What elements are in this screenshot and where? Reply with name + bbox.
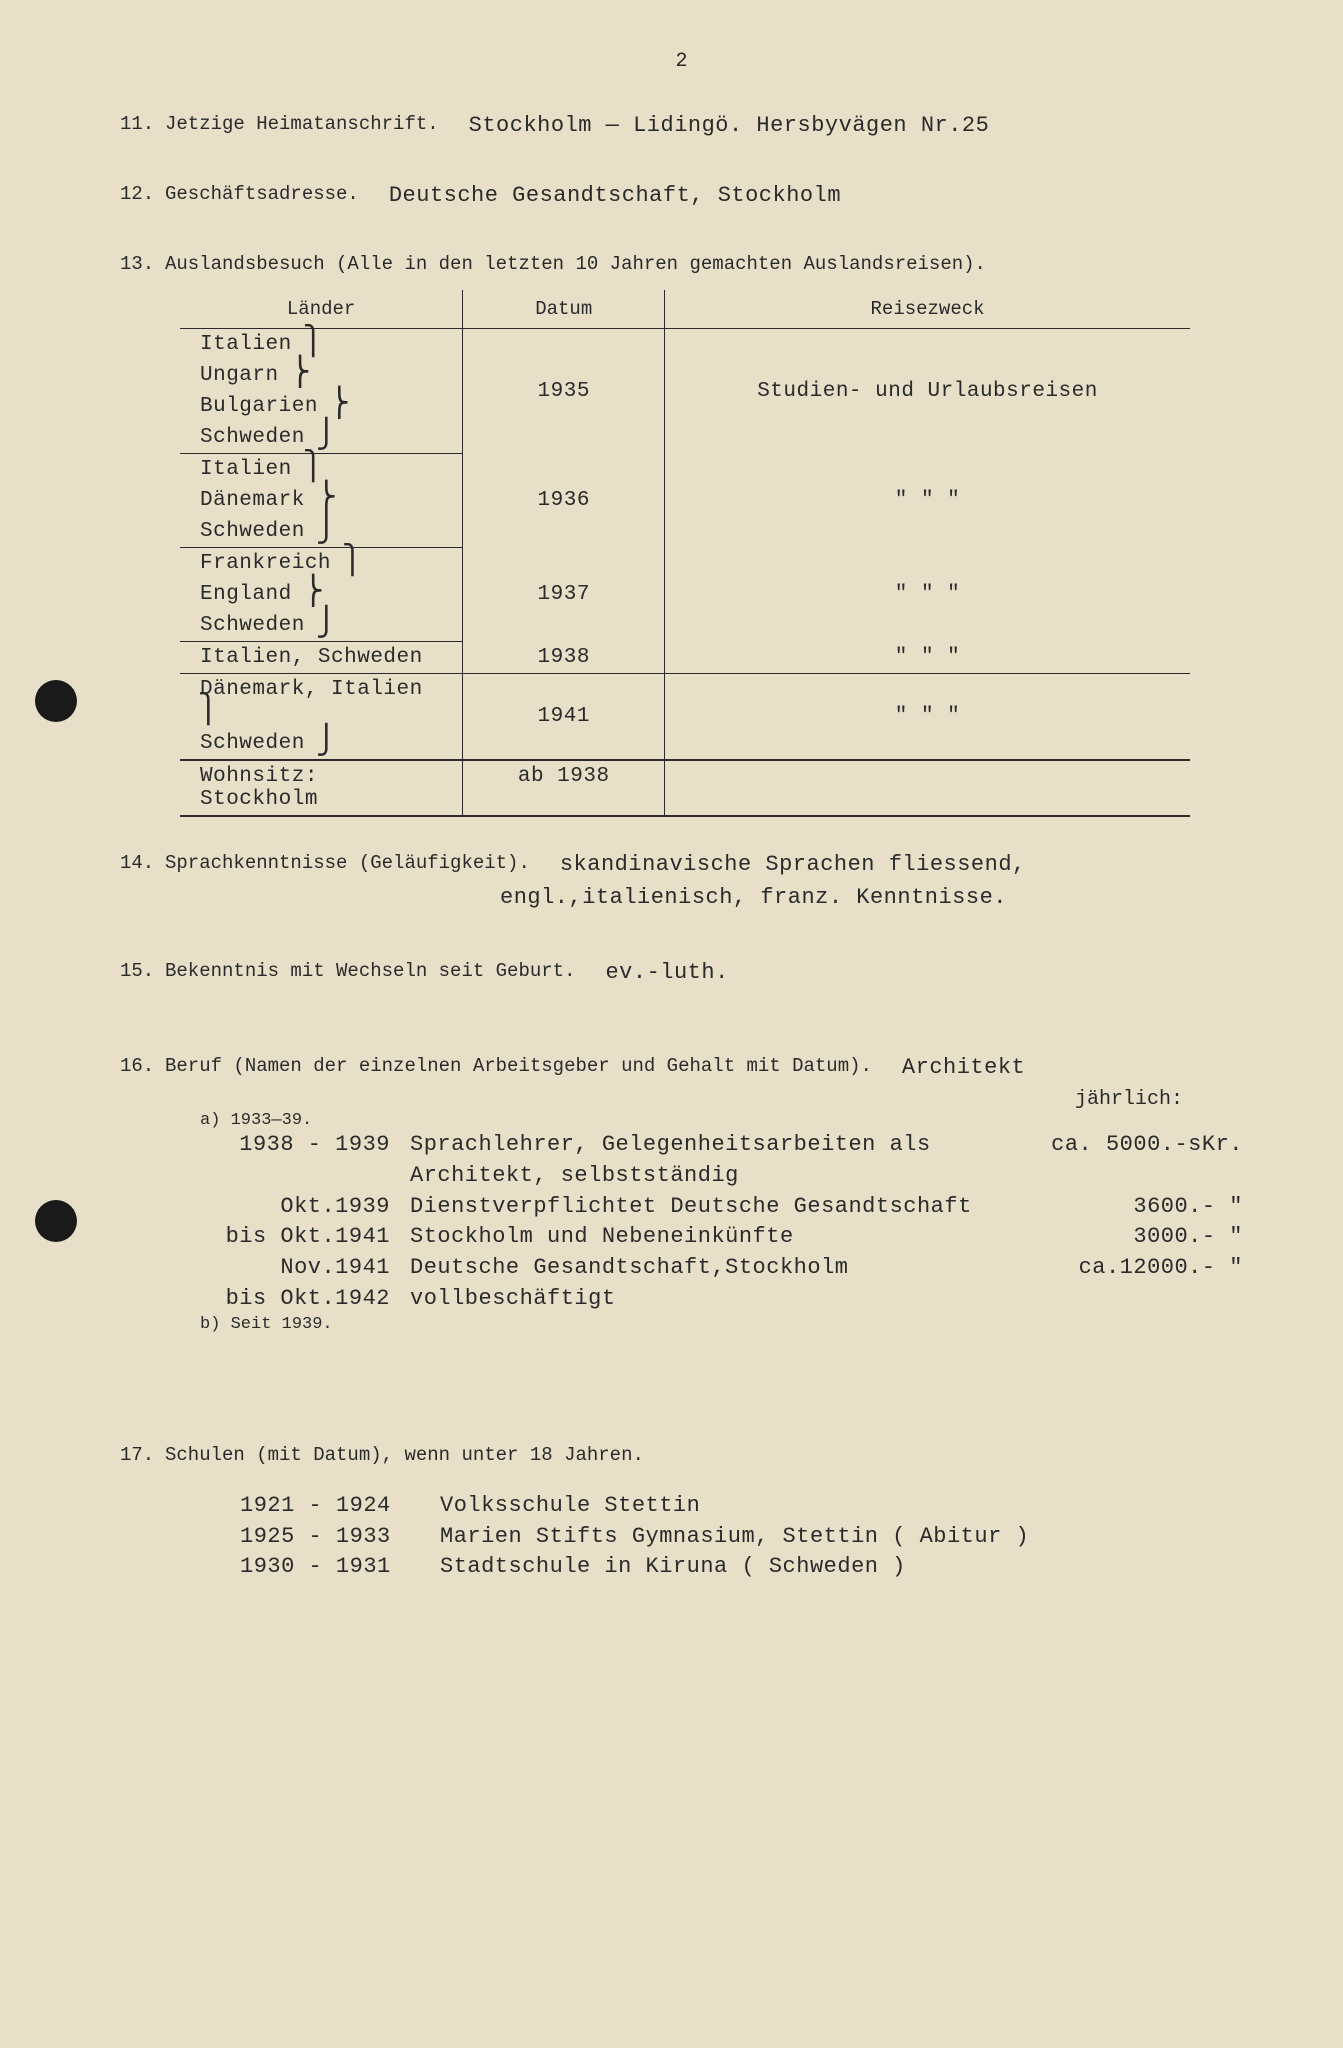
cell-land: England ⎬ [180,579,463,610]
th-purpose: Reisezweck [665,290,1190,329]
cell-purpose: " " " [665,642,1190,674]
cell-purpose [665,760,1190,816]
field-17: 17. Schulen (mit Datum), wenn unter 18 J… [120,1444,1243,1583]
emp-amount: ca. 5000.-sKr. [1043,1130,1243,1192]
emp-amount: 3600.- "3000.- " [1043,1192,1243,1254]
school-years: 1930 - 1931 [240,1552,440,1583]
emp-date: Nov.1941bis Okt.1942 [180,1253,410,1315]
employment-row: Okt.1939bis Okt.1941Dienstverpflichtet D… [180,1192,1243,1254]
sub-b: b) Seit 1939. [200,1315,1243,1334]
cell-purpose: " " " [665,674,1190,761]
emp-desc: Dienstverpflichtet Deutsche Gesandtschaf… [410,1192,1043,1254]
school-name: Stadtschule in Kiruna ( Schweden ) [440,1552,906,1583]
emp-amount: ca.12000.- " [1043,1253,1243,1315]
cell-land: Italien ⎫ [180,454,463,486]
cell-land: Schweden ⎭ [180,610,463,642]
field-number: 16. [120,1055,165,1080]
field-label: Bekenntnis mit Wechseln seit Geburt. [165,960,575,985]
school-years: 1921 - 1924 [240,1491,440,1522]
table-row-footer: Wohnsitz: Stockholmab 1938 [180,760,1190,816]
field-value: skandinavische Sprachen fliessend, [560,852,1026,877]
cell-land: Dänemark, Italien ⎫ [180,674,463,729]
field-number: 14. [120,852,165,877]
cell-land: Italien ⎫ [180,329,463,361]
field-label: Auslandsbesuch (Alle in den letzten 10 J… [165,253,986,275]
field-number: 15. [120,960,165,985]
field-number: 17. [120,1444,165,1466]
th-date: Datum [463,290,665,329]
cell-date: 1936 [463,454,665,548]
cell-date: 1937 [463,548,665,642]
field-value: ev.-luth. [605,960,728,985]
field-label: Geschäftsadresse. [165,183,359,208]
cell-date: 1935 [463,329,665,454]
cell-land: Schweden ⎭ [180,728,463,760]
cell-land: Italien, Schweden [180,642,463,674]
cell-purpose: " " " [665,548,1190,642]
school-name: Volksschule Stettin [440,1491,700,1522]
cell-land: Ungarn ⎬ [180,360,463,391]
cell-land: Frankreich ⎫ [180,548,463,580]
field-value: Deutsche Gesandtschaft, Stockholm [389,183,841,208]
cell-land: Schweden ⎭ [180,422,463,454]
field-16: 16. Beruf (Namen der einzelnen Arbeitsge… [120,1055,1243,1334]
field-value: Architekt [902,1055,1025,1080]
field-value-line2: engl.,italienisch, franz. Kenntnisse. [500,885,1007,910]
table-row: Dänemark, Italien ⎫1941" " " [180,674,1190,729]
employment-row: 1938 - 1939Sprachlehrer, Gelegenheitsarb… [180,1130,1243,1192]
table-row: Italien ⎫1935Studien- und Urlaubsreisen [180,329,1190,361]
school-row: 1930 - 1931Stadtschule in Kiruna ( Schwe… [240,1552,1243,1583]
field-number: 13. [120,253,165,275]
document-page: 2 11. Jetzige Heimatanschrift. Stockholm… [0,0,1343,1633]
cell-date: ab 1938 [463,760,665,816]
emp-desc: Deutsche Gesandtschaft,Stockholm vollbes… [410,1253,1043,1315]
cell-land: Schweden ⎭ [180,516,463,548]
field-number: 12. [120,183,165,208]
field-label: Beruf (Namen der einzelnen Arbeitsgeber … [165,1055,872,1080]
emp-desc: Sprachlehrer, Gelegenheitsarbeiten als A… [410,1130,1043,1192]
sub-a: a) 1933—39. [200,1111,1243,1130]
cell-land: Dänemark ⎬ [180,485,463,516]
cell-purpose: " " " [665,454,1190,548]
field-13: 13. Auslandsbesuch (Alle in den letzten … [120,253,1243,817]
field-number: 11. [120,113,165,138]
th-land: Länder [180,290,463,329]
school-name: Marien Stifts Gymnasium, Stettin ( Abitu… [440,1522,1029,1553]
table-row: Italien, Schweden1938" " " [180,642,1190,674]
school-row: 1921 - 1924Volksschule Stettin [240,1491,1243,1522]
cell-land: Bulgarien ⎬ [180,391,463,422]
emp-date: Okt.1939bis Okt.1941 [180,1192,410,1254]
field-12: 12. Geschäftsadresse. Deutsche Gesandtsc… [120,183,1243,208]
field-label: Schulen (mit Datum), wenn unter 18 Jahre… [165,1444,644,1466]
table-row: Italien ⎫1936" " " [180,454,1190,486]
travel-table: Länder Datum Reisezweck Italien ⎫1935Stu… [180,290,1190,817]
cell-date: 1938 [463,642,665,674]
cell-land: Wohnsitz: Stockholm [180,760,463,816]
field-14: 14. Sprachkenntnisse (Geläufigkeit). ska… [120,852,1243,877]
field-label: Jetzige Heimatanschrift. [165,113,439,138]
yearly-label: jährlich: [1075,1088,1183,1111]
school-row: 1925 - 1933Marien Stifts Gymnasium, Stet… [240,1522,1243,1553]
field-value: Stockholm — Lidingö. Hersbyvägen Nr.25 [469,113,990,138]
field-15: 15. Bekenntnis mit Wechseln seit Geburt.… [120,960,1243,985]
field-label: Sprachkenntnisse (Geläufigkeit). [165,852,530,877]
field-11: 11. Jetzige Heimatanschrift. Stockholm —… [120,113,1243,138]
cell-purpose: Studien- und Urlaubsreisen [665,329,1190,454]
employment-row: Nov.1941bis Okt.1942Deutsche Gesandtscha… [180,1253,1243,1315]
table-row: Frankreich ⎫1937" " " [180,548,1190,580]
emp-date: 1938 - 1939 [180,1130,410,1192]
cell-date: 1941 [463,674,665,761]
page-number: 2 [120,50,1243,73]
school-years: 1925 - 1933 [240,1522,440,1553]
